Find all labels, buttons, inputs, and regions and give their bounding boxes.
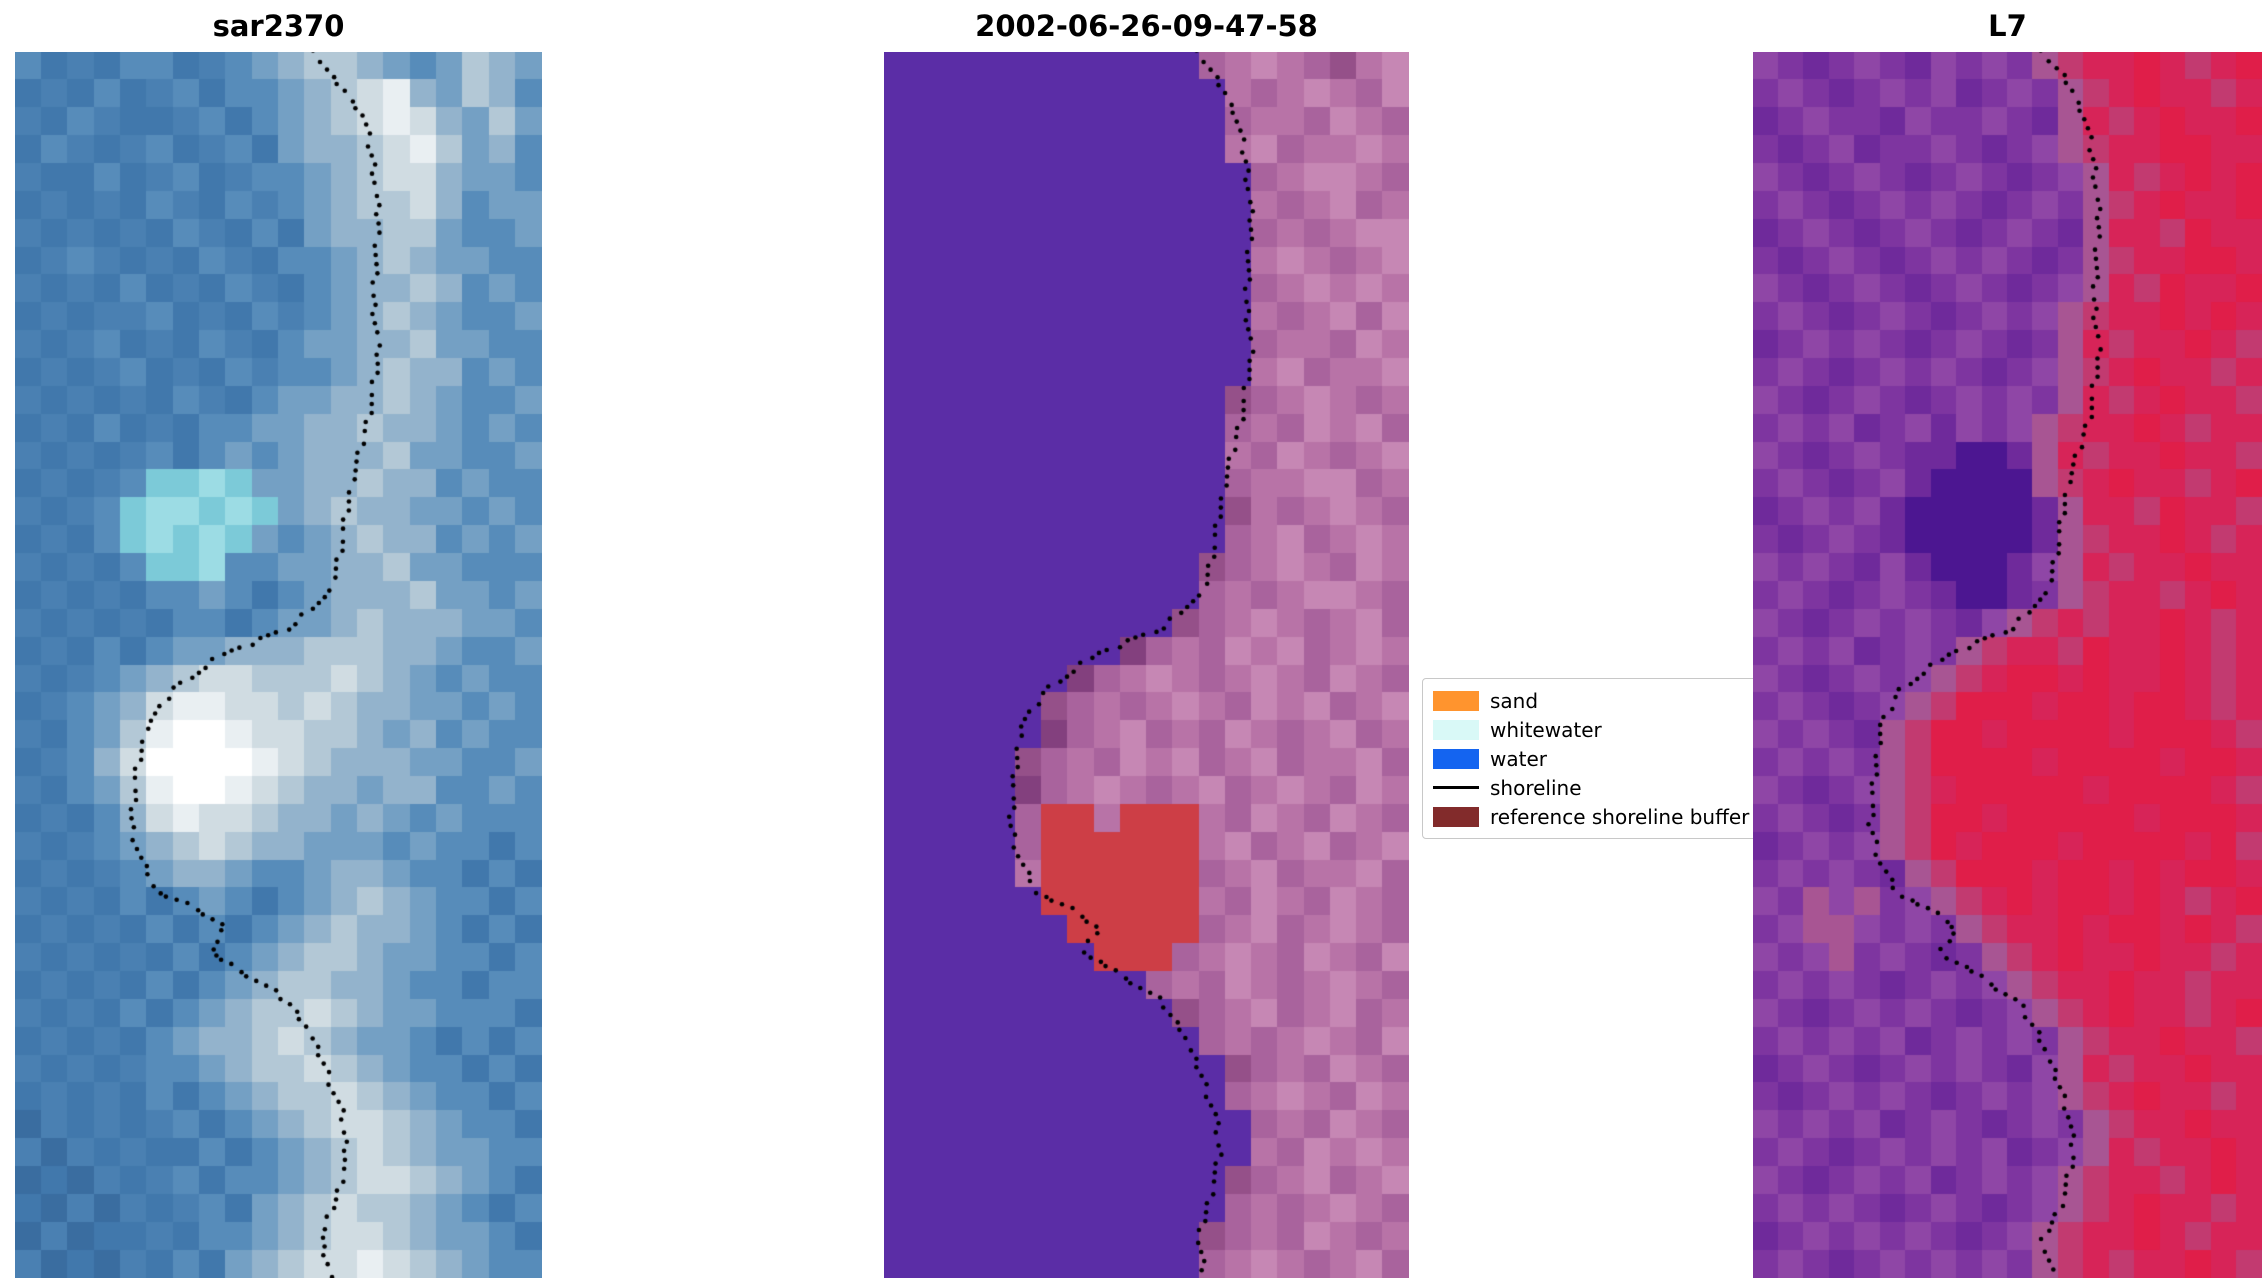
panel-l7 xyxy=(1753,52,2262,1278)
panel-title-sar2370: sar2370 xyxy=(212,9,345,43)
legend-swatch-shoreline xyxy=(1433,786,1479,789)
legend-item-shoreline: shoreline xyxy=(1433,773,1801,802)
legend-swatch-whitewater xyxy=(1433,719,1479,740)
panel-classified-image xyxy=(884,52,1409,1278)
legend-label: shoreline xyxy=(1490,775,1582,800)
legend: sand whitewater water shoreline reference sh… xyxy=(1422,678,1802,839)
panel-sar2370 xyxy=(15,52,542,1278)
legend-item-reference-shoreline-buffer: reference shoreline buffer xyxy=(1433,802,1801,831)
panel-title-timestamp: 2002-06-26-09-47-58 xyxy=(975,9,1318,43)
sar-image-canvas xyxy=(15,52,542,1278)
legend-label: sand xyxy=(1490,688,1539,713)
legend-swatch-sand xyxy=(1433,690,1479,711)
legend-item-water: water xyxy=(1433,744,1801,773)
legend-swatch-reference-shoreline-buffer xyxy=(1433,806,1479,827)
legend-item-whitewater: whitewater xyxy=(1433,715,1801,744)
legend-label: reference shoreline buffer xyxy=(1490,804,1750,829)
legend-label: whitewater xyxy=(1490,717,1602,742)
classified-image-canvas xyxy=(884,52,1409,1278)
legend-label: water xyxy=(1490,746,1547,771)
legend-swatch-water xyxy=(1433,748,1479,769)
l7-image-canvas xyxy=(1753,52,2262,1278)
legend-item-sand: sand xyxy=(1433,686,1801,715)
panel-title-l7: L7 xyxy=(1988,9,2027,43)
